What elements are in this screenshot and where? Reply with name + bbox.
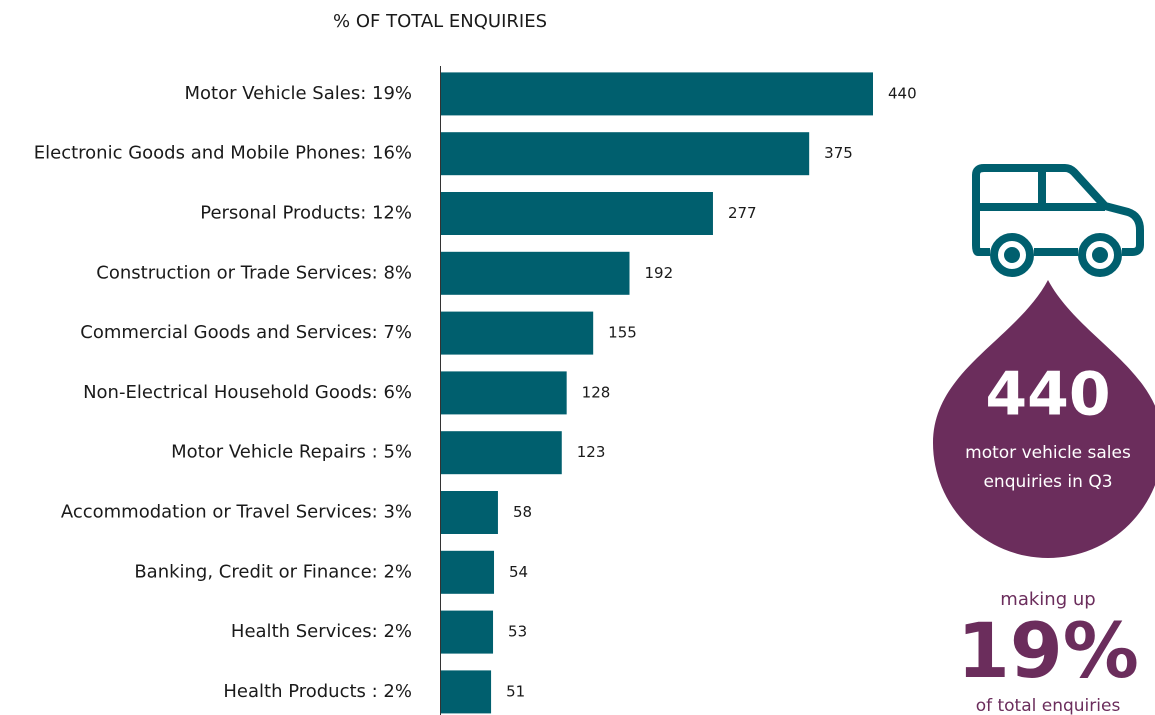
callout-value: 440 — [985, 360, 1110, 430]
callout-drop — [933, 280, 1155, 558]
bar — [441, 132, 810, 176]
value-label: 128 — [582, 383, 611, 401]
category-label: Non-Electrical Household Goods: 6% — [83, 382, 412, 403]
value-label: 54 — [509, 563, 528, 581]
car-icon — [972, 164, 1144, 277]
bar — [441, 670, 492, 714]
callout-line: enquiries in Q3 — [983, 472, 1112, 492]
value-label: 440 — [888, 84, 917, 102]
category-label: Motor Vehicle Repairs : 5% — [171, 442, 412, 463]
category-label: Health Products : 2% — [223, 681, 412, 702]
callout-share: 19% — [957, 606, 1139, 695]
callout-prefix: making up — [1000, 589, 1095, 610]
bar — [441, 610, 494, 654]
value-label: 53 — [508, 623, 527, 641]
category-label: Personal Products: 12% — [200, 203, 412, 224]
value-label: 375 — [824, 144, 853, 162]
callout-suffix: of total enquiries — [976, 696, 1121, 715]
bar — [441, 251, 630, 295]
bar — [441, 72, 873, 116]
bar — [441, 431, 562, 475]
bar — [441, 192, 713, 235]
category-label: Electronic Goods and Mobile Phones: 16% — [34, 143, 412, 164]
category-label: Accommodation or Travel Services: 3% — [61, 502, 412, 523]
bar — [441, 550, 495, 594]
value-label: 123 — [577, 443, 606, 461]
category-label: Construction or Trade Services: 8% — [96, 262, 412, 283]
category-label: Health Services: 2% — [231, 621, 412, 642]
callout-line: motor vehicle sales — [965, 443, 1131, 463]
category-label: Motor Vehicle Sales: 19% — [184, 83, 412, 104]
category-label: Commercial Goods and Services: 7% — [80, 322, 412, 343]
value-label: 192 — [645, 264, 674, 282]
value-label: 155 — [608, 324, 637, 342]
bar — [441, 491, 498, 534]
value-label: 58 — [513, 503, 532, 521]
chart-title: % OF TOTAL ENQUIRIES — [333, 11, 547, 32]
bar — [441, 371, 567, 415]
category-label: Banking, Credit or Finance: 2% — [134, 561, 412, 582]
bar — [441, 311, 594, 355]
value-label: 51 — [506, 682, 525, 700]
value-label: 277 — [728, 204, 757, 222]
